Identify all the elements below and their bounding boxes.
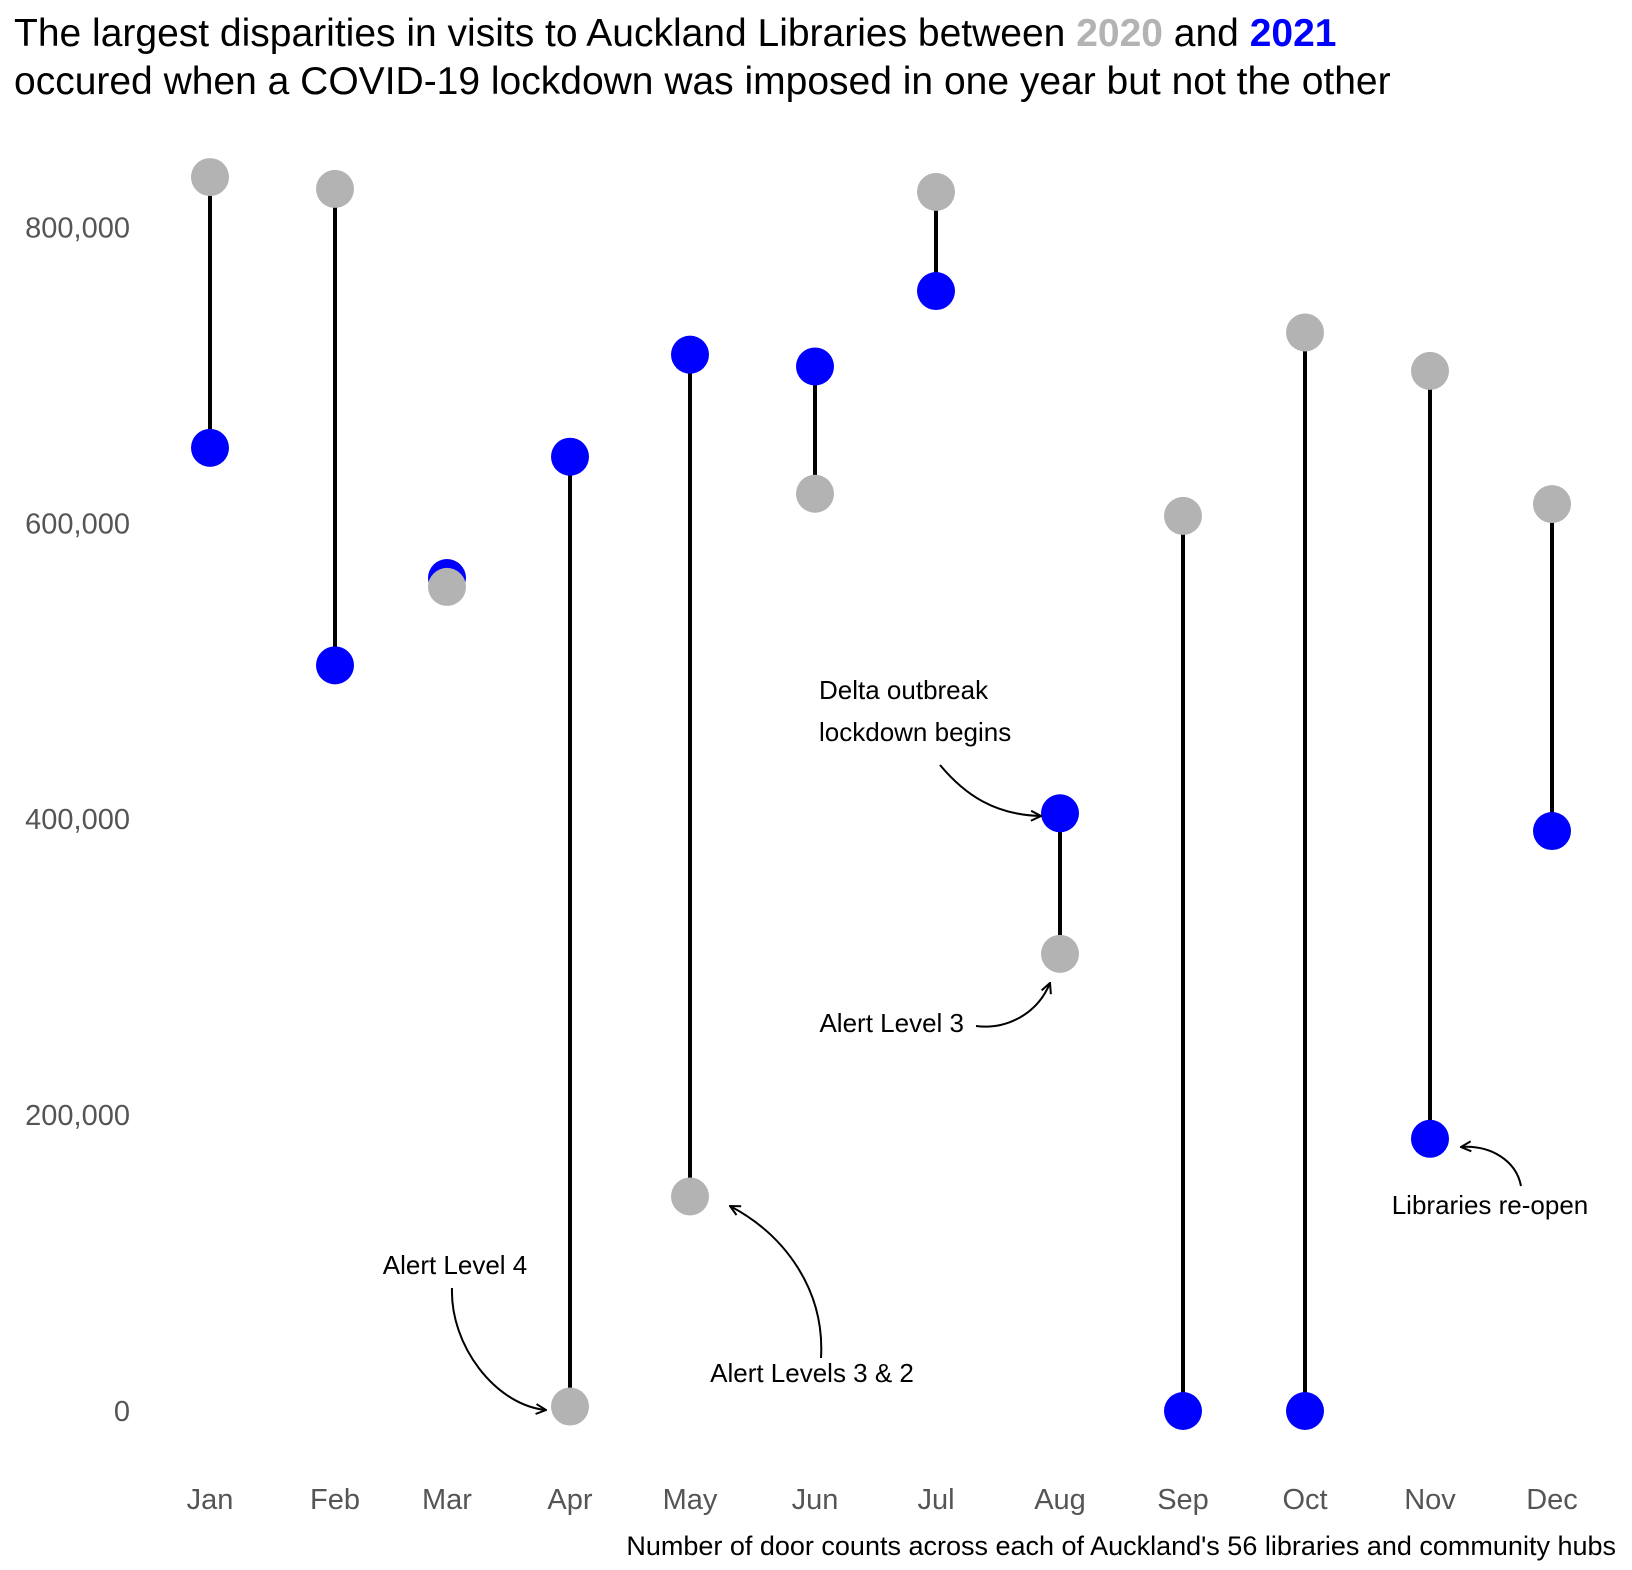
y-tick-label: 400,000 bbox=[25, 804, 130, 836]
chart-title-line-2: occured when a COVID-19 lockdown was imp… bbox=[14, 60, 1391, 103]
x-tick-label: Feb bbox=[310, 1484, 360, 1516]
point-2020 bbox=[1164, 496, 1202, 535]
title-prefix: The largest disparities in visits to Auc… bbox=[14, 12, 1076, 55]
chart-title-line-1: The largest disparities in visits to Auc… bbox=[14, 12, 1336, 55]
point-2020 bbox=[796, 474, 834, 513]
point-2021 bbox=[1533, 812, 1571, 851]
title-year-2021: 2021 bbox=[1250, 12, 1337, 55]
point-2020 bbox=[1533, 485, 1571, 524]
chart-caption: Number of door counts across each of Auc… bbox=[626, 1531, 1616, 1561]
point-2021 bbox=[551, 437, 589, 476]
x-tick-label: Jun bbox=[792, 1484, 839, 1516]
point-2021 bbox=[1286, 1392, 1324, 1430]
x-tick-label: Apr bbox=[547, 1484, 592, 1516]
point-2021 bbox=[671, 335, 709, 374]
point-2021 bbox=[1164, 1392, 1202, 1430]
x-tick-label: Oct bbox=[1282, 1484, 1327, 1516]
annotation-label: Alert Level 4 bbox=[383, 1250, 528, 1280]
point-2020 bbox=[1286, 313, 1324, 352]
y-tick-label: 800,000 bbox=[25, 212, 130, 244]
annotations: Alert Level 4 Alert Levels 3 & 2 Delta out… bbox=[383, 675, 1589, 1410]
annotation-arrow bbox=[450, 1287, 546, 1410]
dumbbell-segments bbox=[208, 177, 1554, 1411]
annotation-label: Alert Level 3 bbox=[819, 1008, 964, 1038]
x-tick-label: Jan bbox=[187, 1484, 234, 1516]
point-2021 bbox=[796, 347, 834, 386]
point-2021 bbox=[191, 428, 229, 467]
x-tick-label: Dec bbox=[1526, 1484, 1578, 1516]
annotation-label: Delta outbreak lockdown begins bbox=[819, 675, 1011, 747]
annotation-arrow bbox=[1461, 1147, 1522, 1187]
annotation-arrow bbox=[939, 764, 1041, 816]
x-tick-label: Nov bbox=[1404, 1484, 1456, 1516]
point-2021 bbox=[316, 646, 354, 685]
annotation-arrow bbox=[975, 983, 1050, 1028]
title-year-2020: 2020 bbox=[1076, 12, 1163, 55]
point-2020 bbox=[917, 172, 955, 211]
x-tick-label: Jul bbox=[917, 1484, 954, 1516]
point-2021 bbox=[1041, 794, 1079, 833]
y-axis: 0 200,000 400,000 600,000 800,000 bbox=[25, 212, 130, 1428]
annotation-label: Libraries re-open bbox=[1392, 1190, 1589, 1220]
point-2020 bbox=[191, 158, 229, 197]
y-tick-label: 200,000 bbox=[25, 1100, 130, 1132]
x-tick-label: Aug bbox=[1034, 1484, 1086, 1516]
y-tick-label: 0 bbox=[114, 1396, 130, 1428]
annotation-arrow bbox=[730, 1206, 823, 1359]
data-points bbox=[191, 158, 1571, 1430]
point-2020 bbox=[551, 1387, 589, 1426]
x-tick-label: Mar bbox=[422, 1484, 472, 1516]
y-tick-label: 600,000 bbox=[25, 508, 130, 540]
point-2021 bbox=[1411, 1119, 1449, 1158]
point-2020 bbox=[1411, 351, 1449, 390]
x-tick-label: May bbox=[663, 1484, 718, 1516]
point-2020 bbox=[428, 567, 466, 606]
point-2020 bbox=[1041, 934, 1079, 973]
x-tick-label: Sep bbox=[1157, 1484, 1209, 1516]
point-2020 bbox=[316, 169, 354, 208]
point-2021 bbox=[917, 272, 955, 311]
point-2020 bbox=[671, 1177, 709, 1216]
x-axis: Jan Feb Mar Apr May Jun Jul Aug Sep Oct Nov Dec bbox=[187, 1484, 1578, 1516]
title-mid: and bbox=[1163, 12, 1250, 55]
annotation-label: Alert Levels 3 & 2 bbox=[710, 1358, 914, 1388]
